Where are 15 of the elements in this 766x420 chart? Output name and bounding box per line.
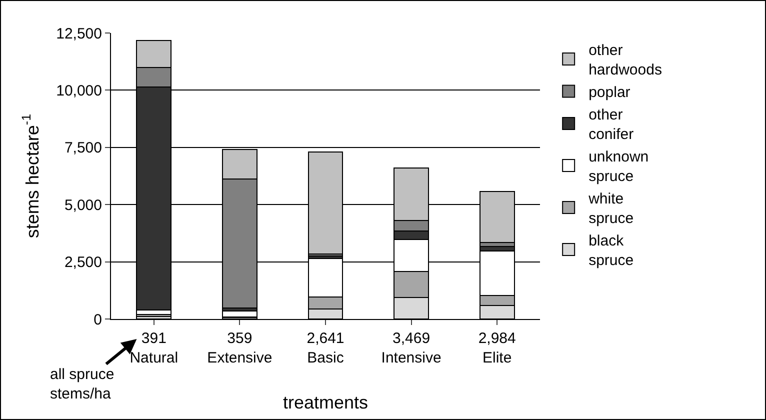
y-tick-label: 0 — [94, 311, 102, 328]
x-tick-label: 2,641 Basic — [306, 330, 344, 366]
y-tick-label: 12,500 — [56, 25, 102, 42]
y-tick-label: 7,500 — [64, 140, 102, 157]
x-tick-label: 3,469 Intensive — [381, 330, 442, 366]
y-tick-label: 10,000 — [56, 82, 102, 100]
x-tick-label: 359 Extensive — [207, 330, 272, 366]
text: all spruce stems/ha — [50, 366, 114, 402]
y-tick-label: 5,000 — [64, 196, 102, 214]
legend-label: black spruce — [588, 232, 634, 270]
legend-label: poplar — [588, 84, 630, 102]
x-axis-title: treatments — [282, 392, 368, 413]
x-tick-label: 391 Natural — [130, 330, 178, 366]
y-tick-label: 2,500 — [64, 254, 102, 272]
x-tick-label: 2,984 Elite — [478, 330, 516, 366]
